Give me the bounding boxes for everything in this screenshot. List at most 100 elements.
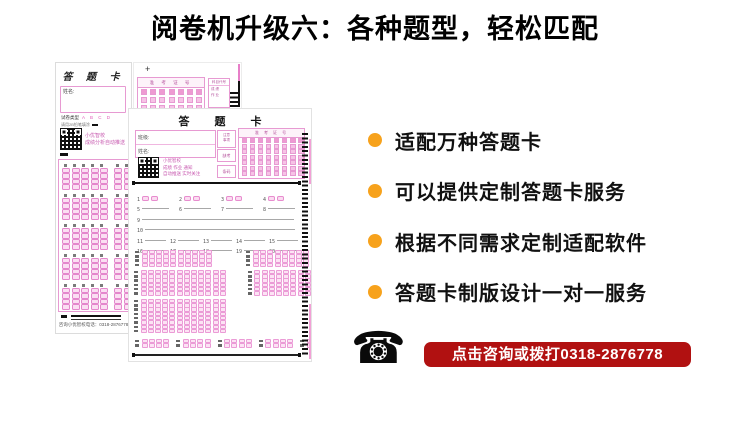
- question-number-chip: [247, 279, 252, 282]
- question-number-chip: [134, 316, 138, 320]
- question-item: 9: [137, 209, 295, 227]
- answer-bubble: [219, 320, 226, 325]
- answer-bubble: [276, 278, 282, 283]
- question-group: [134, 298, 226, 334]
- question-number-chip: [81, 223, 85, 228]
- qr-caption-line: 小优智校: [163, 158, 181, 163]
- telephone-icon[interactable]: ☎: [351, 323, 406, 374]
- bubble-row: [62, 178, 108, 185]
- question-number-chip: [134, 299, 138, 303]
- answer-bubble: [140, 315, 147, 321]
- answer-bubble: [114, 167, 122, 174]
- answer-bubble: [162, 303, 169, 308]
- question-number: 3: [221, 197, 225, 203]
- answer-bubble: [114, 203, 122, 209]
- digit-bubble: [159, 97, 166, 103]
- question-number-chip: [90, 163, 94, 168]
- answer-bubble: [199, 254, 206, 259]
- answer-bubble: [183, 298, 190, 304]
- answer-bubble: [114, 244, 122, 250]
- bubble-row: [114, 263, 128, 269]
- bubble-row: [114, 233, 128, 239]
- bubble-row: [62, 298, 108, 305]
- digit-bubble: [241, 138, 247, 144]
- answer-bubble: [205, 307, 212, 312]
- answer-bubble: [100, 203, 108, 209]
- question-row: [134, 282, 226, 288]
- answer-bubble: [205, 324, 212, 330]
- answer-bubble: [162, 286, 169, 292]
- answer-bubble: [310, 249, 311, 255]
- answer-bubble: [71, 244, 80, 250]
- digit-bubble: [177, 97, 184, 103]
- digit-bubble-row: [138, 88, 204, 96]
- answer-bubble: [272, 343, 279, 348]
- question-number-chip: [115, 223, 119, 228]
- answer-bubble: [198, 307, 205, 312]
- answer-bubble: [260, 254, 267, 259]
- question-number-row: [62, 163, 108, 168]
- answer-bubble: [141, 262, 148, 268]
- timing-marks-column: [302, 133, 308, 356]
- answer-bubble: [114, 208, 122, 215]
- question-number-chip: [115, 283, 119, 288]
- contact-banner-button[interactable]: 点击咨询或拨打0318-2876778: [424, 342, 691, 367]
- answer-bubble: [100, 274, 108, 280]
- answer-bubble: [162, 328, 169, 334]
- answer-bubble: [205, 278, 212, 283]
- answer-bubble: [100, 178, 108, 185]
- question-number-chip: [72, 193, 76, 198]
- answer-bubble: [100, 257, 108, 264]
- absent-mark-box: 缺考: [217, 149, 236, 162]
- question-number-chip: [63, 283, 67, 288]
- feature-item: 答题卡制版设计一对一服务: [368, 282, 647, 305]
- answer-bubble: [296, 258, 303, 263]
- answer-bubble: [219, 307, 226, 312]
- answer-bubble: [184, 254, 191, 259]
- question-number-chip: [81, 193, 85, 198]
- question-number-chip: [115, 193, 119, 198]
- answer-bubble: [71, 304, 80, 310]
- answer-bubble: [281, 258, 288, 263]
- bubble-row: [62, 167, 108, 174]
- answer-bubble: [123, 208, 128, 215]
- question-item: 1: [137, 188, 179, 206]
- answer-bubble: [274, 249, 281, 255]
- answer-bubble: [219, 303, 226, 308]
- answer-bubble: [245, 343, 252, 348]
- answer-line: [145, 229, 296, 230]
- question-item: 5: [137, 198, 179, 216]
- question-number-chip: [135, 250, 139, 254]
- filled-mark-sample: [91, 123, 98, 127]
- question-row: [246, 262, 311, 268]
- answer-bubble: [162, 274, 169, 279]
- answer-bubble: [169, 303, 176, 308]
- answer-line: [178, 240, 200, 241]
- answer-line: [142, 219, 295, 220]
- answer-bubble: [226, 195, 234, 201]
- answer-bubble: [81, 244, 89, 250]
- answer-bubble: [62, 208, 70, 215]
- answer-bubble: [260, 258, 267, 263]
- answer-bubble: [184, 249, 191, 255]
- feature-item: 可以提供定制答题卡服务: [368, 181, 647, 204]
- answer-bubble: [219, 269, 226, 275]
- digit-bubble: [290, 138, 296, 144]
- answer-bubble: [198, 324, 205, 330]
- answer-bubble: [177, 254, 184, 259]
- answer-bubble: [231, 343, 238, 348]
- answer-bubble: [114, 274, 122, 280]
- question-number-chip: [134, 287, 138, 291]
- answer-bubble: [62, 184, 70, 190]
- answer-bubble: [123, 167, 128, 174]
- digit-bubble: [281, 154, 288, 160]
- question-row: [135, 338, 170, 344]
- answer-bubble: [71, 214, 80, 220]
- answer-bubble: [141, 258, 148, 263]
- answer-bubble: [191, 303, 197, 308]
- question-number: 9: [137, 218, 141, 224]
- answer-bubble: [253, 249, 260, 255]
- bullet-dot-icon: [368, 183, 382, 198]
- answer-bubble: [81, 173, 89, 179]
- question-number-chip: [81, 253, 85, 258]
